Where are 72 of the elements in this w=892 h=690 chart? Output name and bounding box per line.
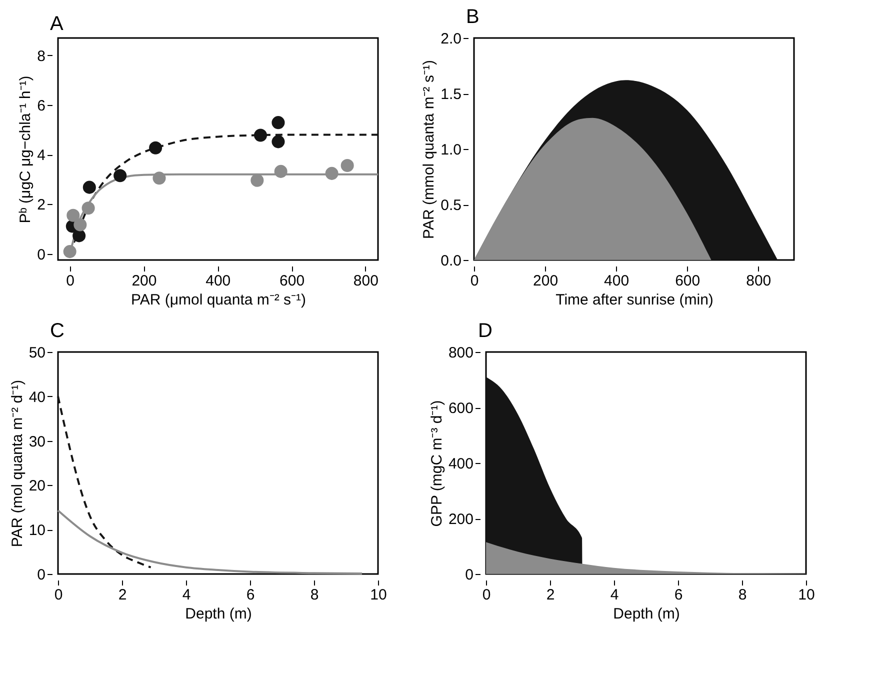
point	[149, 141, 162, 154]
y-tick-label: 400	[448, 456, 474, 472]
x-tick-label: 0	[66, 272, 74, 290]
x-tick-label: 8	[310, 586, 319, 604]
point	[82, 202, 95, 215]
y-tick-label: 1.5	[440, 86, 462, 103]
point	[250, 174, 264, 187]
y-tick-label: 20	[28, 478, 46, 495]
y-axis-title: GPP (mgC m⁻³ d⁻¹)	[428, 400, 446, 527]
y-tick-label: 200	[448, 511, 474, 528]
y-tick-label: 2.0	[440, 30, 462, 48]
point	[325, 166, 338, 180]
y-tick-label: 50	[28, 344, 46, 362]
y-tick-label: 1.0	[440, 142, 462, 158]
x-axis-title: Depth (m)	[613, 606, 680, 622]
y-tick-label: 0	[37, 566, 46, 584]
x-tick-label: 800	[353, 272, 378, 290]
y-tick-label: 2	[37, 196, 46, 214]
point	[272, 135, 285, 148]
y-axis-title: PAR (mmol quanta m⁻² s⁻¹)	[420, 60, 438, 239]
x-tick-label: 600	[280, 272, 305, 290]
y-tick-label: 8	[37, 48, 46, 65]
y-tick-label: 800	[448, 344, 474, 362]
x-tick-label: 200	[132, 272, 157, 290]
y-axis-title: Pᵇ (μgC μg−chla⁻¹ h⁻¹)	[17, 76, 34, 224]
x-tick-label: 800	[746, 272, 772, 290]
x-tick-label: 4	[610, 586, 619, 604]
chart-title: D	[478, 320, 492, 342]
point	[63, 245, 76, 258]
x-tick-label: 8	[738, 586, 747, 604]
y-tick-label: 30	[28, 433, 46, 450]
y-axis-title: PAR (mol quanta m⁻² d⁻¹)	[8, 380, 26, 548]
line-series	[57, 510, 363, 575]
point	[254, 128, 268, 142]
x-tick-label: 6	[674, 586, 683, 604]
chart-title: A	[50, 13, 64, 35]
y-tick-label: 0	[37, 246, 46, 264]
x-tick-label: 6	[246, 586, 255, 604]
x-tick-label: 2	[118, 586, 127, 604]
point	[82, 180, 96, 194]
point	[274, 164, 288, 178]
y-tick-label: 6	[37, 97, 46, 114]
x-axis-title: Depth (m)	[185, 606, 252, 622]
y-tick-label: 10	[28, 522, 46, 540]
point	[340, 158, 354, 172]
y-tick-label: 0	[465, 566, 474, 584]
x-tick-label: 10	[798, 586, 815, 604]
point	[72, 229, 86, 242]
x-tick-label: 4	[182, 586, 191, 604]
x-tick-label: 0	[482, 586, 491, 604]
y-tick-label: 0.5	[440, 197, 462, 214]
point	[272, 116, 285, 130]
point	[66, 208, 80, 222]
x-axis-title: PAR (μmol quanta m⁻² s⁻¹)	[130, 292, 306, 308]
point	[114, 169, 127, 182]
x-axis-title: Time after sunrise (min)	[556, 292, 714, 308]
y-tick-label: 40	[28, 388, 46, 406]
x-tick-label: 10	[370, 586, 387, 604]
chart-title: B	[466, 6, 480, 28]
x-tick-label: 2	[546, 586, 555, 604]
x-tick-label: 400	[206, 272, 231, 290]
y-tick-label: 600	[448, 400, 474, 417]
line-series	[57, 395, 152, 568]
x-tick-label: 400	[604, 272, 630, 290]
x-tick-label: 600	[675, 272, 700, 290]
chart-title: C	[50, 320, 64, 342]
point	[74, 218, 87, 232]
x-tick-label: 200	[533, 272, 558, 290]
point	[152, 172, 166, 185]
x-tick-label: 0	[54, 586, 63, 604]
y-tick-label: 4	[37, 147, 46, 164]
y-tick-label: 0.0	[440, 252, 462, 270]
